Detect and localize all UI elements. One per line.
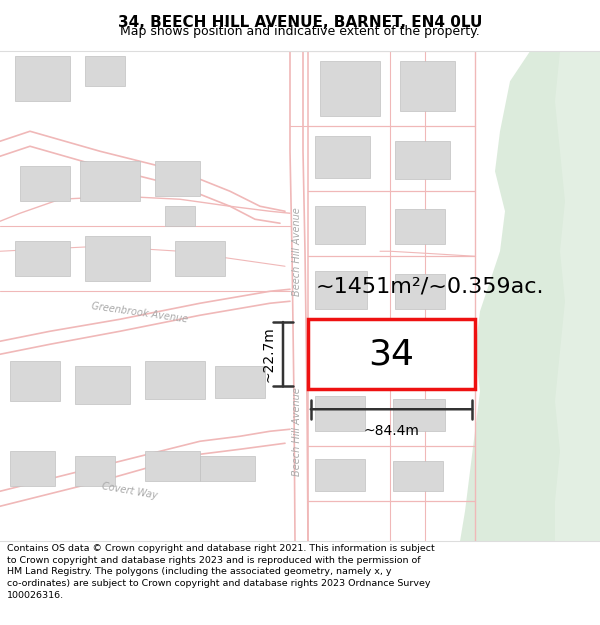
Text: ~1451m²/~0.359ac.: ~1451m²/~0.359ac. xyxy=(316,276,544,296)
Bar xyxy=(10,361,60,401)
Text: Contains OS data © Crown copyright and database right 2021. This information is : Contains OS data © Crown copyright and d… xyxy=(7,544,435,600)
Text: 34: 34 xyxy=(368,338,415,371)
Bar xyxy=(315,396,365,431)
Bar xyxy=(75,366,130,404)
Bar xyxy=(315,459,365,491)
Bar xyxy=(315,271,367,309)
Bar xyxy=(155,161,200,196)
Bar xyxy=(20,166,70,201)
Bar xyxy=(215,366,265,398)
Bar xyxy=(320,61,380,116)
Text: ~84.4m: ~84.4m xyxy=(364,424,419,438)
Bar xyxy=(80,161,140,201)
Polygon shape xyxy=(460,51,600,541)
Bar xyxy=(395,274,445,309)
Bar xyxy=(393,461,443,491)
Bar xyxy=(10,451,55,486)
Text: ~22.7m: ~22.7m xyxy=(261,326,275,382)
Bar xyxy=(393,339,445,372)
Text: Map shows position and indicative extent of the property.: Map shows position and indicative extent… xyxy=(120,26,480,39)
Bar xyxy=(200,456,255,481)
Bar xyxy=(15,241,70,276)
Bar xyxy=(85,236,150,281)
Text: Greenbrook Avenue: Greenbrook Avenue xyxy=(91,301,189,325)
Bar xyxy=(85,56,125,86)
Bar xyxy=(395,209,445,244)
Text: Beech Hill Avenue: Beech Hill Avenue xyxy=(292,207,302,296)
Bar xyxy=(165,206,195,226)
Bar xyxy=(15,56,70,101)
Text: Beech Hill Avenue: Beech Hill Avenue xyxy=(292,387,302,476)
Bar xyxy=(393,399,445,431)
Bar xyxy=(315,336,365,371)
Bar xyxy=(75,456,115,486)
Bar xyxy=(175,241,225,276)
Bar xyxy=(308,319,475,389)
Bar xyxy=(145,361,205,399)
Bar xyxy=(400,61,455,111)
Bar xyxy=(315,206,365,244)
Polygon shape xyxy=(555,51,600,541)
Text: Covert Way: Covert Way xyxy=(101,481,158,501)
Text: 34, BEECH HILL AVENUE, BARNET, EN4 0LU: 34, BEECH HILL AVENUE, BARNET, EN4 0LU xyxy=(118,16,482,31)
Bar xyxy=(145,451,200,481)
Bar xyxy=(395,141,450,179)
Bar xyxy=(315,136,370,178)
